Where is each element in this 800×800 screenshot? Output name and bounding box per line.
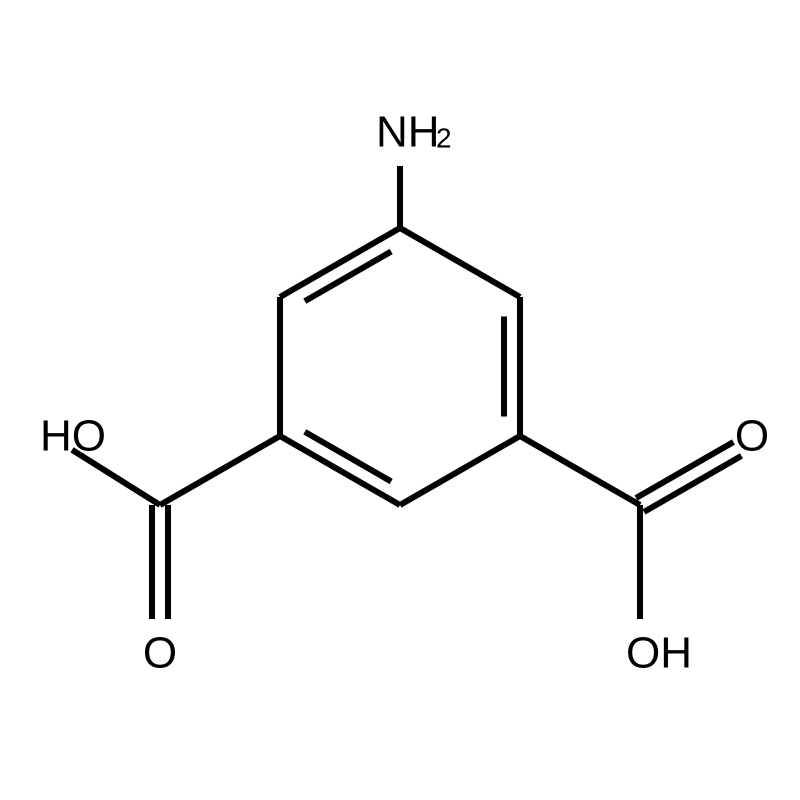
atom-label: O — [143, 629, 177, 678]
atom-label: NH — [376, 108, 440, 157]
atom-label: OH — [626, 629, 692, 678]
atom-label-subscript: 2 — [436, 123, 452, 154]
atom-label: O — [735, 412, 769, 461]
atom-label: HO — [40, 412, 106, 461]
molecule-diagram: NH2 O OH O HO — [0, 0, 800, 800]
